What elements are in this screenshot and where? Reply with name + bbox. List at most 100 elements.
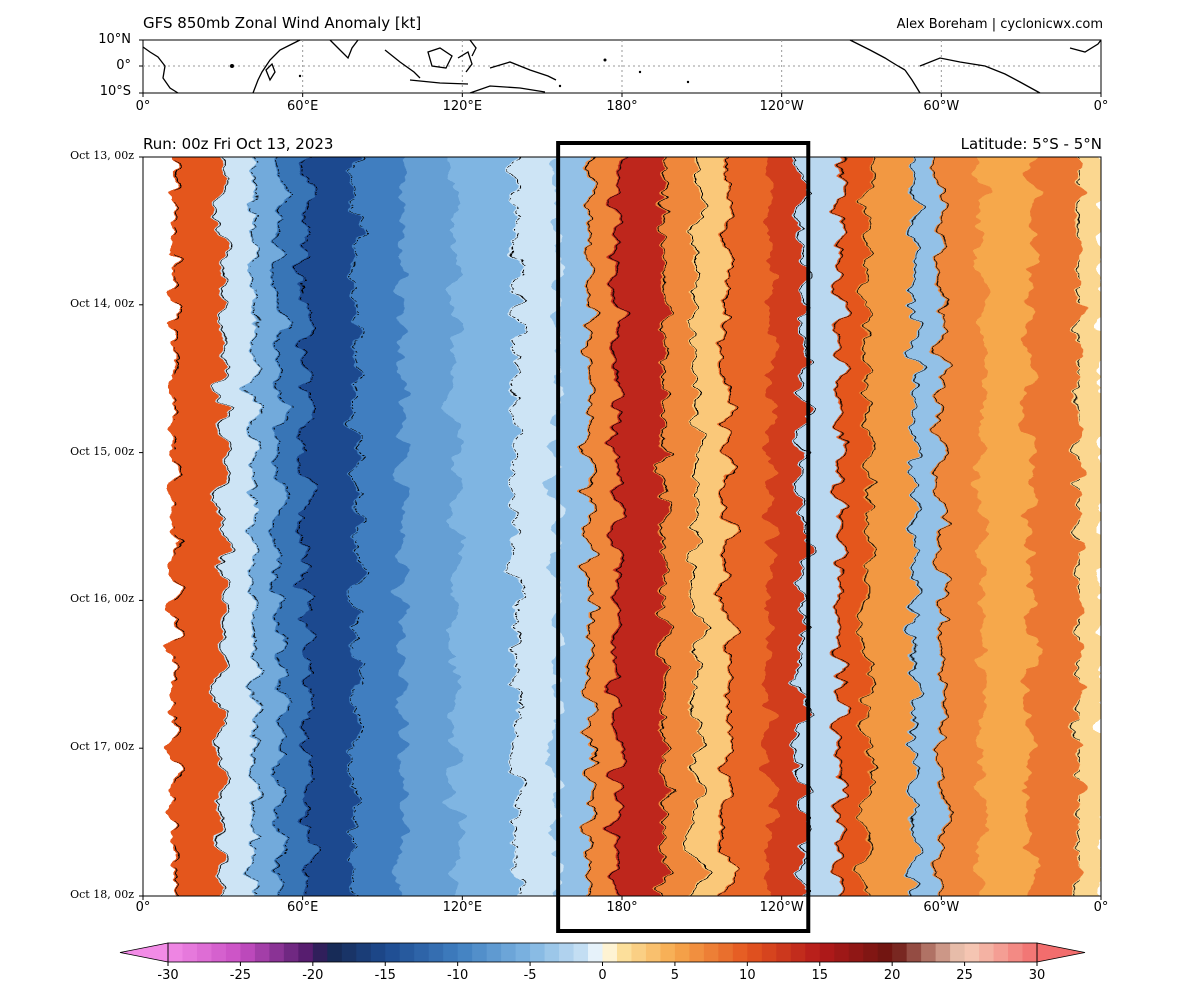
colorbar-segment <box>1008 943 1024 962</box>
colorbar-segment <box>892 943 908 962</box>
south-america-west <box>904 69 921 94</box>
colorbar-segment <box>356 943 372 962</box>
colorbar-segment <box>501 943 517 962</box>
colorbar-segment <box>486 943 502 962</box>
heatmap-band <box>401 157 460 896</box>
credit-text: Alex Boreham | cyclonicwx.com <box>896 17 1103 32</box>
coastlines <box>142 39 1102 94</box>
y-tick-label: Oct 17, 00z <box>70 740 134 754</box>
colorbar-segment <box>935 943 951 962</box>
colorbar-segment <box>848 943 864 962</box>
colorbar-segment <box>211 943 227 962</box>
x-tick-label: 180° <box>606 900 638 915</box>
india-coast <box>329 39 359 60</box>
australia-top <box>469 85 546 94</box>
x-tick-label: 0° <box>1093 900 1109 915</box>
colorbar-tick-label: -10 <box>447 968 469 983</box>
colorbar-segment <box>515 943 531 962</box>
heatmap-band <box>939 157 986 896</box>
colorbar-segment <box>616 943 632 962</box>
colorbar-segment <box>718 943 734 962</box>
colorbar-segment <box>950 943 966 962</box>
colorbar-tick-label: -15 <box>374 968 396 983</box>
map-lon-gridlines <box>302 40 942 93</box>
run-label: Run: 00z Fri Oct 13, 2023 <box>143 135 334 153</box>
colorbar-segment <box>457 943 473 962</box>
colorbar-segment <box>877 943 893 962</box>
colorbar-segment <box>414 943 430 962</box>
colorbar-segment <box>819 943 835 962</box>
heatmap-band <box>588 157 619 896</box>
colorbar-segment <box>964 943 980 962</box>
x-tick-label: 0° <box>135 900 151 915</box>
heatmap-band <box>614 157 667 896</box>
heatmap-band <box>252 157 284 896</box>
heatmap-band <box>172 157 225 896</box>
heatmap-band <box>912 157 944 896</box>
colorbar-tick-label: 25 <box>956 968 973 983</box>
colorbar-segment <box>443 943 459 962</box>
colorbar-segment <box>327 943 343 962</box>
colorbar-tick-label: -20 <box>302 968 324 983</box>
y-tick-label: Oct 13, 00z <box>70 149 134 162</box>
colorbar-segment <box>573 943 589 962</box>
colorbar-segment <box>921 943 937 962</box>
colorbar-segment <box>689 943 705 962</box>
colorbar-segment <box>805 943 821 962</box>
colorbar-tick-label: -30 <box>157 968 179 983</box>
colorbar-segment <box>631 943 647 962</box>
colorbar-tick-label: 20 <box>883 968 901 983</box>
x-tick-label: 60°E <box>287 900 319 915</box>
map-lon-label: 60°E <box>287 99 319 114</box>
heatmap-band <box>279 157 310 896</box>
central-america <box>849 39 906 71</box>
heatmap-band <box>353 157 406 896</box>
borneo <box>427 47 453 69</box>
colorbar-tick-label: 5 <box>670 968 680 983</box>
africa-east-coast <box>252 39 301 94</box>
colorbar-segment <box>428 943 444 962</box>
colorbar-segment <box>732 943 748 962</box>
colorbar-segment <box>254 943 270 962</box>
colorbar-tick-label: -5 <box>523 968 537 983</box>
map-lon-label: 0° <box>135 99 151 114</box>
colorbar-segment <box>312 943 328 962</box>
colorbar-segment <box>993 943 1009 962</box>
heatmap-band <box>1077 157 1101 896</box>
map-lat-label: 0° <box>116 58 131 73</box>
y-tick-label: Oct 14, 00z <box>70 296 134 310</box>
heatmap-band <box>513 157 561 896</box>
latitude-label: Latitude: 5°S - 5°N <box>960 135 1102 153</box>
colorbar-segment <box>240 943 256 962</box>
heatmap-band <box>305 157 358 896</box>
heatmap <box>143 157 1101 896</box>
colorbar-segment <box>761 943 777 962</box>
x-tick-label: 60°W <box>923 900 960 915</box>
colorbar-segment <box>602 943 618 962</box>
colorbar-tick-label: 10 <box>739 968 756 983</box>
colorbar-segment <box>269 943 285 962</box>
colorbar-tick-label: 0 <box>598 968 607 983</box>
colorbar-segment <box>674 943 690 962</box>
colorbar-segment <box>341 943 357 962</box>
colorbar-tick-label: 15 <box>811 968 829 983</box>
chart-title: GFS 850mb Zonal Wind Anomaly [kt] <box>143 14 422 32</box>
sulawesi <box>457 51 473 73</box>
x-tick-label: 120°W <box>759 900 804 915</box>
y-tick-label: Oct 18, 00z <box>70 888 134 901</box>
colorbar-segment <box>385 943 401 962</box>
map-lon-label: 0° <box>1093 99 1109 114</box>
colorbar-segment <box>863 943 879 962</box>
heatmap-band <box>220 157 257 896</box>
new-guinea <box>489 61 557 81</box>
colorbar-segment <box>225 943 241 962</box>
heatmap-band <box>143 157 177 896</box>
map-lon-label: 60°W <box>923 99 960 114</box>
heatmap-band <box>981 157 1034 896</box>
africa-west <box>1069 39 1102 53</box>
map-lat-label: 10°S <box>99 84 131 99</box>
colorbar-segment <box>790 943 806 962</box>
map-lon-label: 180° <box>606 99 638 114</box>
colorbar-segment <box>588 943 603 962</box>
